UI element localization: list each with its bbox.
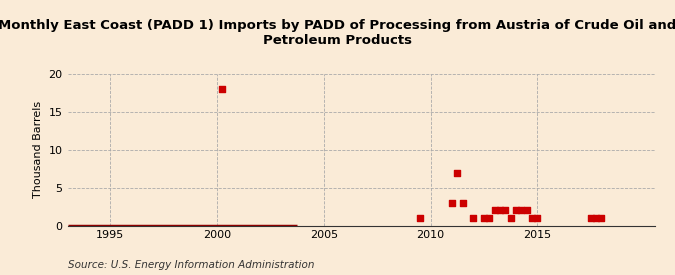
- Point: [596, 216, 607, 220]
- Point: [414, 216, 425, 220]
- Point: [495, 208, 506, 213]
- Point: [532, 216, 543, 220]
- Point: [484, 216, 495, 220]
- Point: [585, 216, 596, 220]
- Point: [446, 201, 457, 205]
- Point: [510, 208, 521, 213]
- Point: [526, 216, 537, 220]
- Point: [505, 216, 516, 220]
- Point: [521, 208, 532, 213]
- Point: [500, 208, 511, 213]
- Text: Monthly East Coast (PADD 1) Imports by PADD of Processing from Austria of Crude : Monthly East Coast (PADD 1) Imports by P…: [0, 19, 675, 47]
- Point: [457, 201, 468, 205]
- Point: [489, 208, 500, 213]
- Point: [516, 208, 526, 213]
- Point: [479, 216, 489, 220]
- Point: [468, 216, 479, 220]
- Y-axis label: Thousand Barrels: Thousand Barrels: [33, 101, 43, 199]
- Point: [591, 216, 601, 220]
- Point: [452, 170, 462, 175]
- Point: [217, 87, 227, 92]
- Text: Source: U.S. Energy Information Administration: Source: U.S. Energy Information Administ…: [68, 260, 314, 270]
